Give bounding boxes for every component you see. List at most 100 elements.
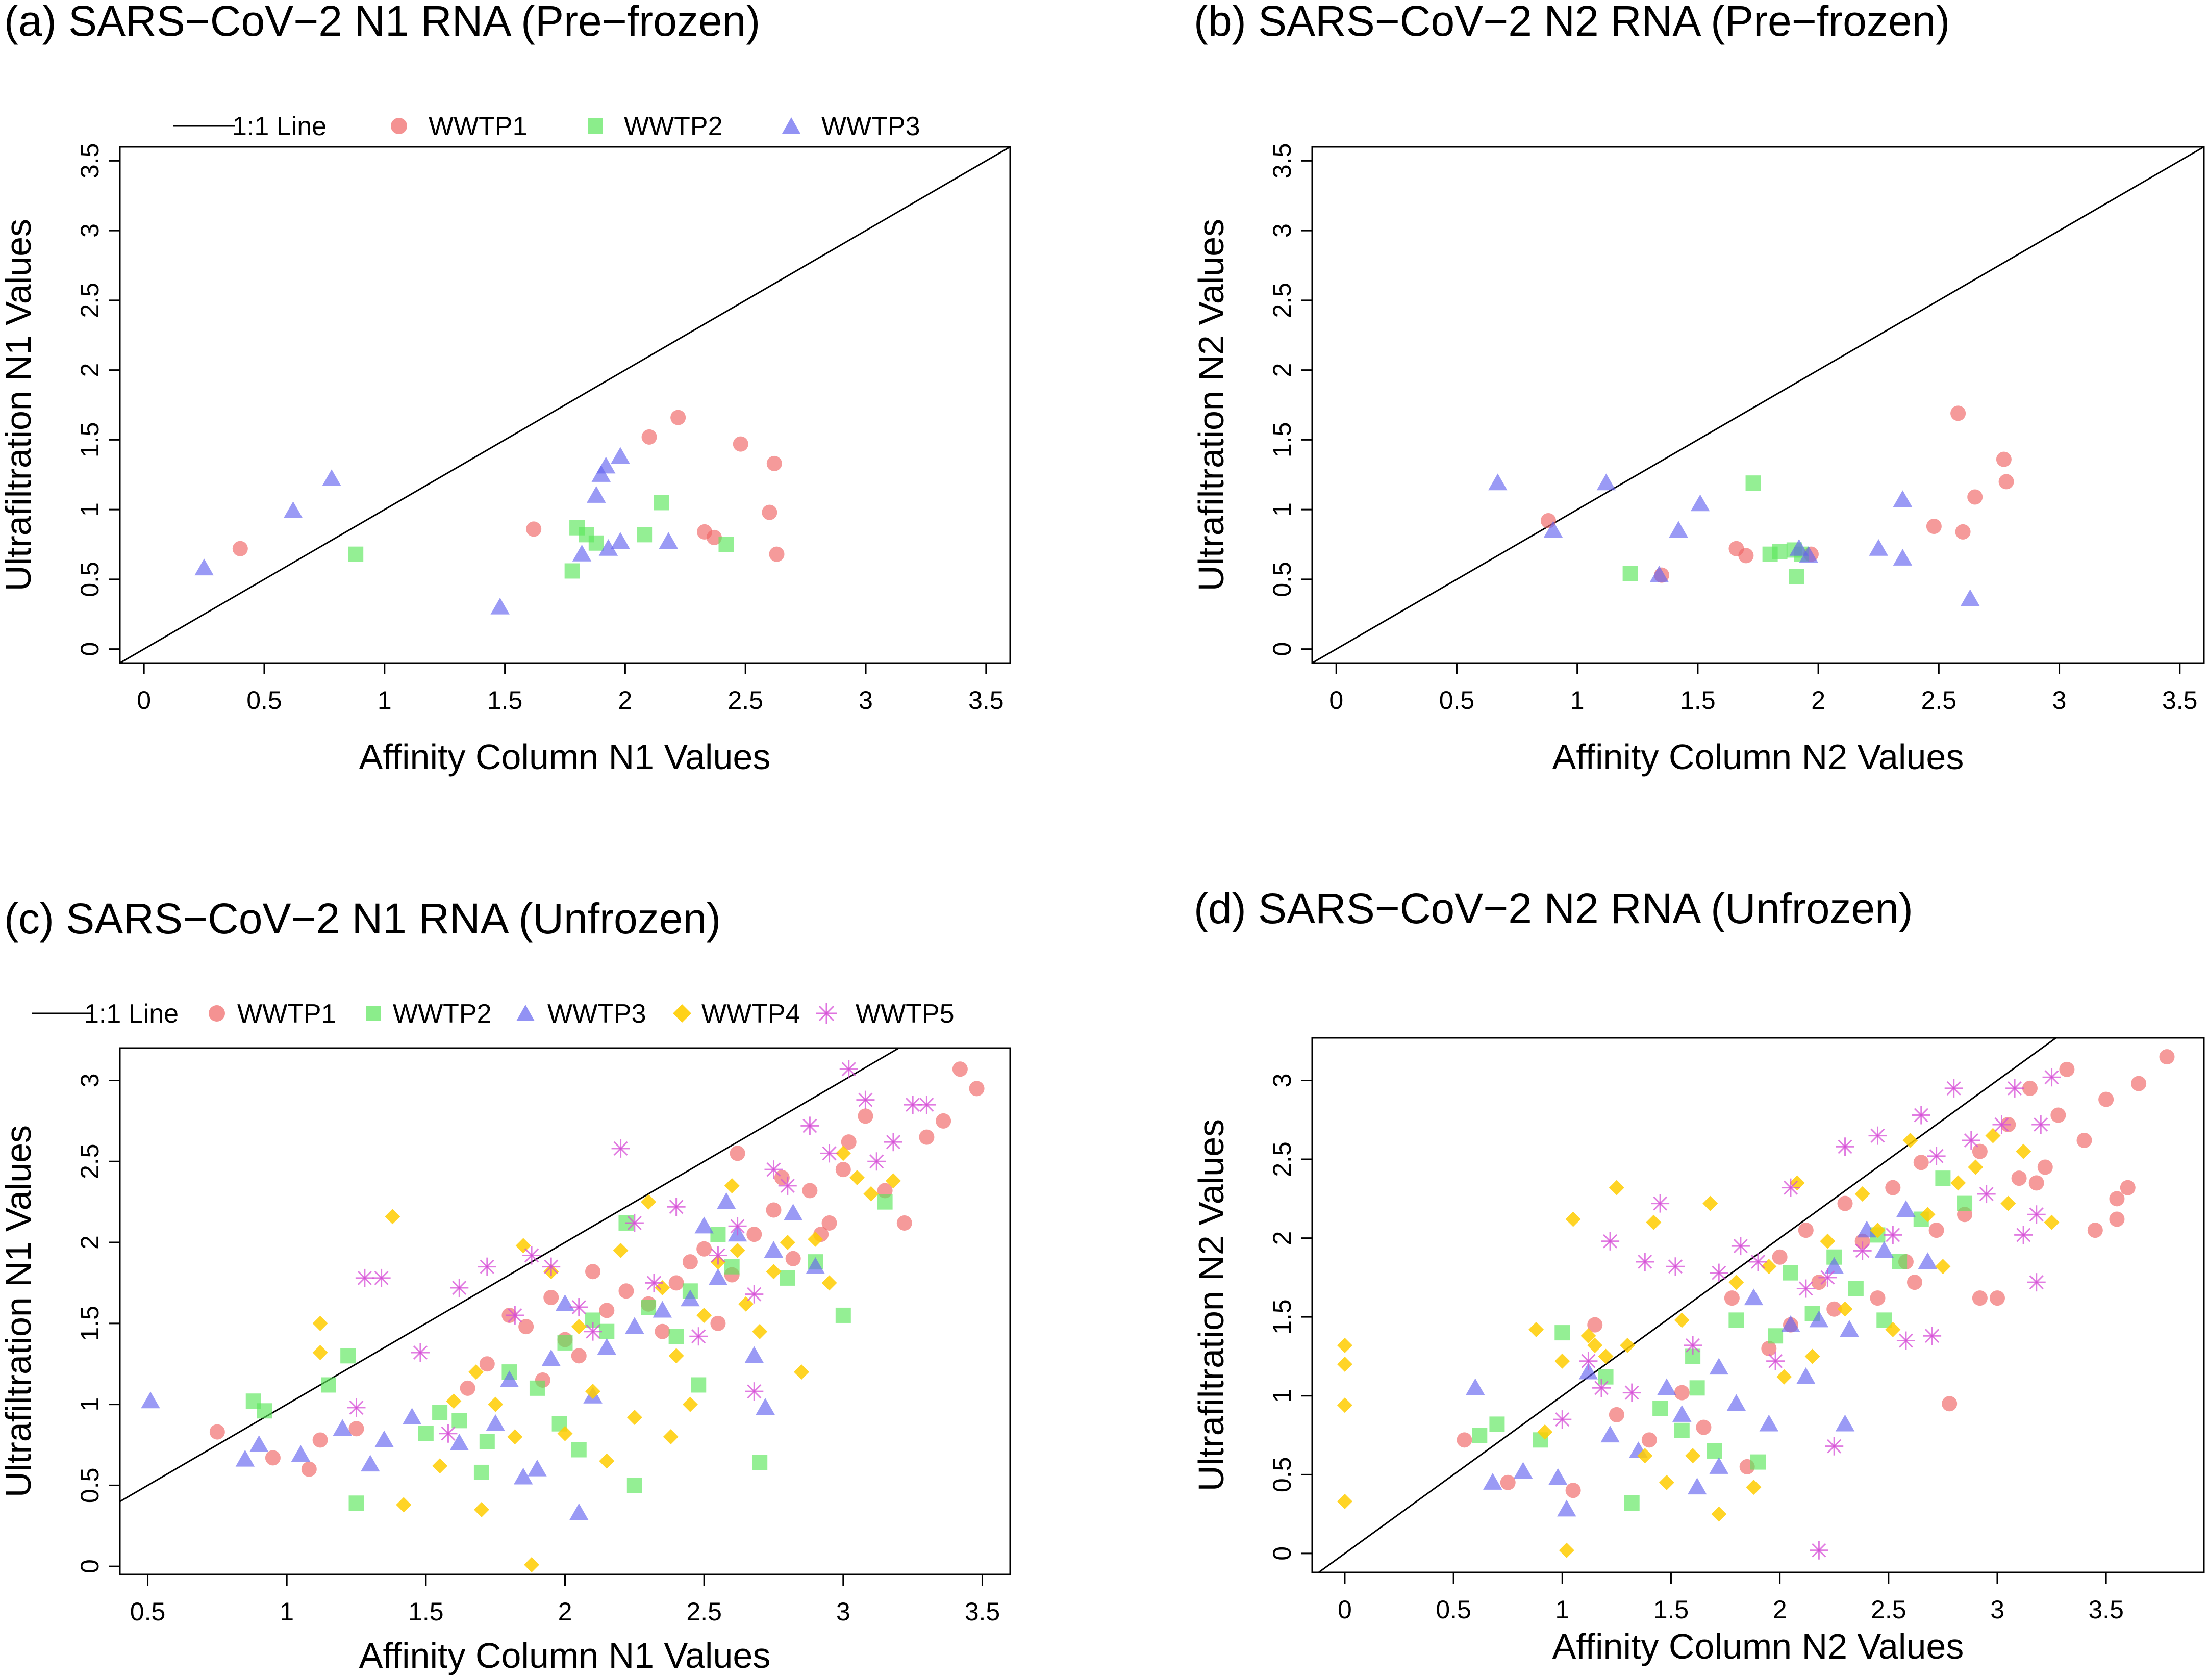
point-wwtp5 [1651, 1194, 1670, 1213]
point-wwtp4 [738, 1296, 754, 1312]
point-wwtp1 [2159, 1049, 2175, 1065]
point-wwtp3 [1759, 1414, 1779, 1432]
point-wwtp2 [588, 535, 604, 551]
point-wwtp5 [1636, 1252, 1654, 1271]
point-wwtp3 [1744, 1288, 1764, 1306]
point-wwtp4 [1728, 1275, 1744, 1290]
y-tick-label: 3.5 [1268, 143, 1296, 179]
point-wwtp3 [1857, 1220, 1876, 1238]
point-wwtp2 [1598, 1369, 1614, 1385]
point-wwtp1 [746, 1227, 762, 1242]
point-wwtp5 [1622, 1383, 1641, 1402]
point-wwtp2 [637, 527, 653, 543]
point-wwtp3 [1918, 1252, 1938, 1269]
point-wwtp3 [486, 1414, 505, 1431]
x-tick-label: 1.5 [1680, 686, 1716, 715]
point-wwtp4 [1837, 1301, 1853, 1317]
point-wwtp2 [626, 1478, 642, 1493]
point-wwtp5 [1992, 1115, 2011, 1134]
point-wwtp5 [522, 1246, 541, 1265]
point-wwtp4 [473, 1501, 489, 1517]
point-wwtp3 [1483, 1473, 1502, 1490]
point-wwtp4 [1659, 1474, 1674, 1490]
point-wwtp1 [1641, 1432, 1657, 1448]
point-wwtp4 [1559, 1542, 1574, 1558]
point-wwtp3 [591, 465, 611, 482]
point-wwtp3 [1513, 1462, 1533, 1479]
point-wwtp5 [820, 1144, 839, 1163]
point-wwtp3 [283, 501, 303, 518]
point-wwtp2 [432, 1405, 448, 1420]
x-tick-label: 2.5 [1921, 686, 1957, 715]
point-wwtp4 [821, 1275, 837, 1291]
x-tick-label: 3.5 [2088, 1595, 2124, 1624]
point-wwtp4 [312, 1344, 328, 1360]
point-wwtp5 [1749, 1252, 1767, 1271]
legend-wwtp1-marker [209, 1005, 225, 1022]
point-wwtp2 [564, 563, 580, 579]
point-wwtp1 [1761, 1341, 1777, 1357]
y-tick-label: 1.5 [76, 422, 104, 458]
point-wwtp1 [518, 1319, 534, 1335]
legend-wwtp4-marker [673, 1004, 691, 1023]
point-wwtp3 [625, 1317, 644, 1334]
point-wwtp5 [569, 1298, 588, 1317]
y-tick-label: 3 [76, 223, 104, 238]
x-tick-label: 1 [1555, 1595, 1569, 1624]
point-wwtp1 [1738, 548, 1754, 564]
point-wwtp3 [1896, 1200, 1916, 1217]
x-tick-label: 2 [1773, 1595, 1787, 1624]
point-wwtp1 [710, 1315, 726, 1331]
point-wwtp5 [1666, 1257, 1685, 1276]
panel-a: (a) SARS−CoV−2 N1 RNA (Pre−frozen) 1:1 L… [0, 0, 1011, 777]
point-wwtp3 [322, 469, 341, 487]
point-wwtp5 [2005, 1079, 2024, 1098]
point-wwtp1 [655, 1323, 670, 1339]
point-wwtp4 [1776, 1369, 1792, 1385]
panel-d: (d) SARS−CoV−2 N2 RNA (Unfrozen) Affinit… [1191, 884, 2205, 1666]
x-tick-label: 1 [1570, 686, 1585, 715]
point-wwtp4 [1854, 1186, 1870, 1202]
point-wwtp5 [745, 1382, 764, 1401]
point-wwtp2 [1554, 1325, 1570, 1341]
y-tick-label: 2 [76, 1235, 104, 1250]
legend-wwtp1-marker [391, 118, 407, 134]
point-wwtp1 [265, 1450, 281, 1466]
point-wwtp5 [1977, 1185, 1996, 1204]
point-wwtp3 [1835, 1414, 1855, 1432]
point-wwtp2 [691, 1377, 707, 1393]
point-wwtp4 [1702, 1195, 1718, 1211]
point-wwtp4 [1902, 1132, 1918, 1148]
point-wwtp3 [572, 544, 592, 562]
point-wwtp4 [752, 1323, 768, 1339]
point-wwtp1 [571, 1348, 587, 1364]
point-wwtp4 [1920, 1207, 1936, 1223]
panel-c-axes: 0.5 1 1.5 2 2.5 3 3.5 0 0.5 1 1.5 2 2.5 3 [76, 1074, 1000, 1626]
point-wwtp4 [663, 1429, 679, 1445]
x-tick-label: 0 [137, 686, 151, 715]
point-wwtp3 [1809, 1310, 1829, 1328]
point-wwtp5 [778, 1176, 797, 1195]
point-wwtp1 [835, 1162, 851, 1178]
point-wwtp1 [1826, 1301, 1842, 1317]
point-wwtp4 [1580, 1328, 1596, 1344]
point-wwtp5 [1710, 1263, 1728, 1282]
point-wwtp5 [542, 1257, 561, 1276]
point-wwtp3 [194, 558, 214, 576]
panel-c-plot-frame [119, 1047, 1011, 1575]
point-wwtp4 [1337, 1356, 1352, 1372]
point-wwtp1 [952, 1061, 968, 1077]
point-wwtp5 [2027, 1205, 2046, 1224]
legend-wwtp2: WWTP2 [393, 999, 492, 1029]
point-wwtp5 [667, 1198, 686, 1216]
point-wwtp4 [1820, 1233, 1836, 1249]
point-wwtp3 [490, 597, 510, 615]
point-wwtp1 [1972, 1290, 1988, 1306]
point-wwtp2 [654, 495, 669, 511]
point-wwtp4 [1337, 1397, 1352, 1413]
point-wwtp5 [1781, 1178, 1800, 1197]
point-wwtp5 [764, 1160, 783, 1179]
point-wwtp3 [717, 1192, 736, 1209]
panel-a-plot-frame [119, 146, 1011, 664]
